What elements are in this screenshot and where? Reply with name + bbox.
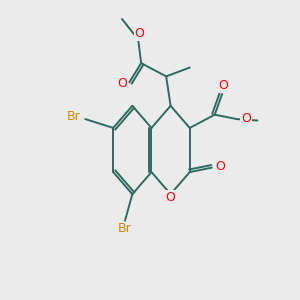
Text: O: O [135, 27, 145, 40]
Text: O: O [219, 79, 229, 92]
Text: O: O [166, 191, 176, 204]
Text: O: O [241, 112, 251, 125]
Text: Br: Br [67, 110, 81, 123]
Text: Br: Br [118, 222, 132, 236]
Text: O: O [215, 160, 225, 173]
Text: O: O [117, 77, 127, 90]
